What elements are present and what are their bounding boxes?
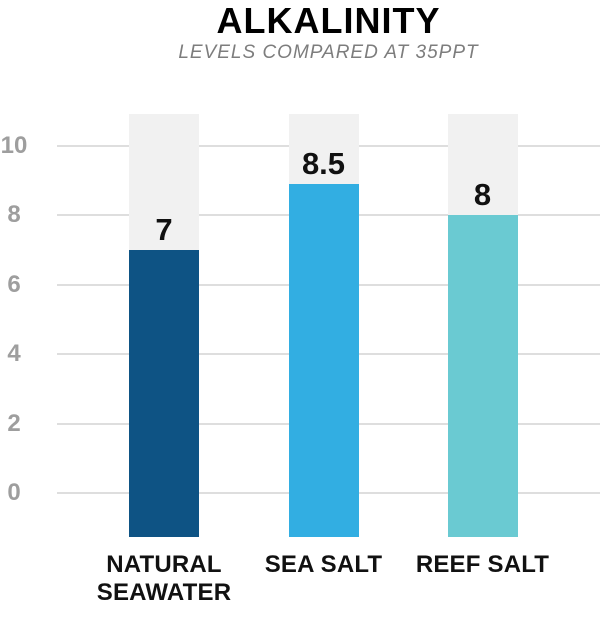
bar-value-label-sea-salt: 8.5	[301, 145, 346, 181]
bar-value-label-reef-salt: 8	[473, 177, 492, 212]
y-axis-tick-label: 4	[7, 340, 21, 367]
bar-fill-natural-seawater	[129, 249, 199, 538]
x-axis-category-label-reef-salt: REEF SALT	[415, 551, 550, 578]
bar-fill-reef-salt	[447, 215, 518, 538]
y-axis-tick-label: 6	[7, 270, 21, 298]
y-axis-tick-label: 8	[7, 201, 21, 228]
chart-title: ALKALINITY	[216, 0, 441, 41]
x-axis-category-label-sea-salt: SEA SALT	[264, 551, 383, 578]
x-axis-category-label-natural-seawater: NATURAL SEAWATER	[96, 551, 232, 606]
bar-fill-sea-salt	[288, 183, 359, 538]
y-axis-tick-label: 2	[7, 409, 21, 437]
y-axis-tick-label: 0	[7, 479, 21, 506]
chart-subtitle: LEVELS COMPARED AT 35PPT	[178, 42, 479, 63]
bar-value-label-natural-seawater: 7	[155, 211, 173, 247]
y-axis-tick-label: 10	[0, 131, 28, 159]
